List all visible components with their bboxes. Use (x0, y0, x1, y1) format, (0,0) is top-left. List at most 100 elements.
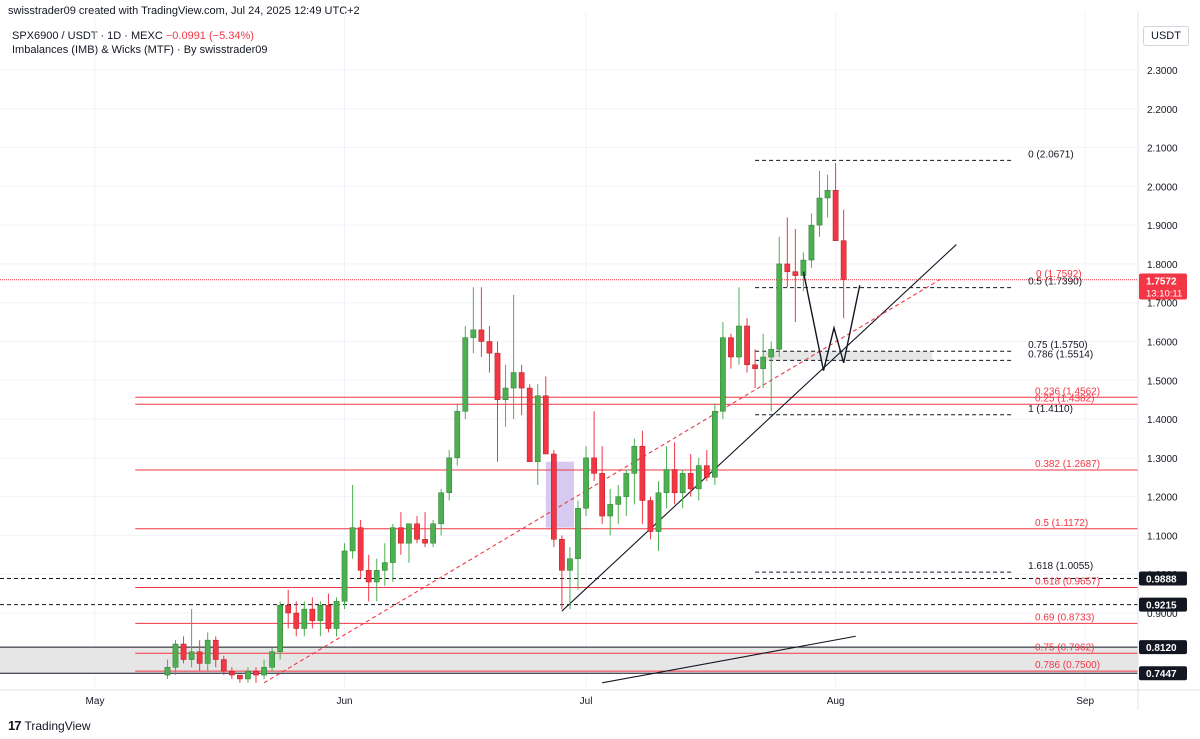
candle-body (752, 364, 758, 369)
candle-body (325, 604, 332, 629)
candle-body (551, 453, 557, 540)
y-axis-tick-label: 1.9000 (1147, 221, 1178, 232)
candle-body (639, 445, 646, 501)
fib-level-label: 1 (1.4110) (1028, 404, 1073, 415)
price-tag-label: 0.8120 (1146, 643, 1177, 654)
candle-body (607, 504, 614, 517)
candle-body (663, 469, 670, 494)
y-axis-tick-label: 1.5000 (1147, 376, 1178, 387)
fib-level-label: 1.618 (1.0055) (1028, 561, 1093, 572)
symbol-info: SPX6900 / USDT · 1D · MEXC −0.0991 (−5.3… (12, 30, 254, 42)
trendline[interactable] (602, 635, 856, 684)
candle-body (768, 349, 775, 358)
candle-body (679, 473, 686, 494)
candle-body (575, 508, 581, 559)
y-axis-tick-label: 2.0000 (1147, 182, 1178, 193)
candle-body (792, 271, 799, 276)
price-tag (1139, 640, 1187, 655)
y-axis-tick-label: 1.1000 (1147, 531, 1178, 542)
price-tag (1139, 666, 1187, 681)
candle-body (840, 240, 847, 280)
candle-body (478, 329, 485, 342)
trendline[interactable] (561, 244, 957, 612)
price-change: −0.0991 (−5.34%) (165, 30, 254, 42)
tradingview-logo[interactable]: 17 TradingView (8, 718, 91, 733)
candle-body (695, 465, 702, 490)
candle-body (237, 674, 243, 680)
candle-body (261, 667, 267, 676)
candle-body (542, 395, 549, 455)
fib-level-label: 0.236 (1.4562) (1035, 386, 1100, 397)
candle-body (293, 612, 300, 629)
candle-body (800, 259, 807, 276)
candle-body (494, 352, 501, 400)
candle-body (655, 492, 662, 532)
candle-body (301, 608, 308, 629)
fib-level-label: 0 (2.0671) (1028, 149, 1074, 160)
candle-body (631, 445, 638, 474)
candle-body (824, 189, 831, 199)
candle-body (277, 604, 283, 653)
candle-body (212, 639, 219, 660)
candle-body (462, 337, 469, 412)
zone-box (763, 351, 933, 361)
candle-body (510, 372, 517, 389)
price-tag (1139, 273, 1187, 300)
projection-path[interactable] (802, 271, 861, 371)
indicator-label[interactable]: Imbalances (IMB) & Wicks (MTF) · By swis… (12, 44, 268, 56)
y-axis-tick-label: 1.6000 (1147, 338, 1178, 349)
candle-body (341, 550, 348, 602)
candle-body (406, 523, 412, 544)
candle-body (599, 473, 605, 517)
y-axis-tick-label: 1.8000 (1147, 260, 1178, 271)
fib-level-label: 0.69 (0.8733) (1035, 612, 1095, 623)
y-axis-tick-label: 2.2000 (1147, 105, 1178, 116)
fib-level-label: 0.618 (0.9657) (1035, 577, 1100, 588)
y-axis-tick-label: 0.9000 (1147, 609, 1178, 620)
price-tag (1139, 571, 1187, 586)
candle-body (196, 651, 203, 664)
candle-body (390, 527, 396, 563)
candle-body (188, 651, 195, 660)
candle-body (687, 473, 694, 490)
fib-level-label: 0.786 (0.7500) (1035, 660, 1100, 671)
x-axis-tick-label: Jun (336, 696, 352, 707)
candle-body (502, 387, 509, 400)
candle-body (712, 411, 718, 478)
price-tag-label: 0.9888 (1146, 575, 1177, 586)
fib-level-label: 0.5 (1.7390) (1028, 277, 1082, 288)
x-axis-tick-label: Sep (1076, 696, 1094, 707)
candle-body (623, 473, 630, 497)
candle-body (164, 667, 171, 676)
candle-body (567, 558, 573, 571)
candle-body (446, 457, 453, 494)
candle-body (430, 523, 436, 544)
candle-body (526, 387, 533, 462)
candle-body (333, 601, 340, 629)
fib-level-label: 0.75 (1.5750) (1028, 340, 1088, 351)
candle-body (172, 643, 179, 668)
candle-body (736, 325, 742, 358)
y-axis-tick-label: 1.3000 (1147, 454, 1178, 465)
candle-body (365, 570, 372, 583)
candle-body (647, 500, 654, 532)
currency-selector[interactable]: USDT (1143, 26, 1189, 46)
price-tag-label: 1.7572 (1146, 277, 1177, 288)
y-axis-tick-label: 1.7000 (1147, 299, 1178, 310)
candle-body (518, 372, 525, 389)
candle-body (398, 527, 404, 544)
fib-level-label: 0.75 (0.7962) (1035, 642, 1095, 653)
candle-body (776, 263, 783, 350)
candle-body (381, 562, 388, 571)
candle-body (816, 197, 823, 226)
candle-body (229, 670, 235, 676)
fib-level-label: 0 (1.7592) (1036, 269, 1082, 280)
fib-level-label: 0.5 (1.1172) (1035, 518, 1088, 529)
price-tag-label: 0.9215 (1146, 601, 1177, 612)
candle-body (808, 224, 815, 261)
price-tag (1139, 597, 1187, 612)
candle-body (438, 492, 444, 525)
candle-body (703, 465, 710, 478)
candle-body (220, 659, 227, 672)
